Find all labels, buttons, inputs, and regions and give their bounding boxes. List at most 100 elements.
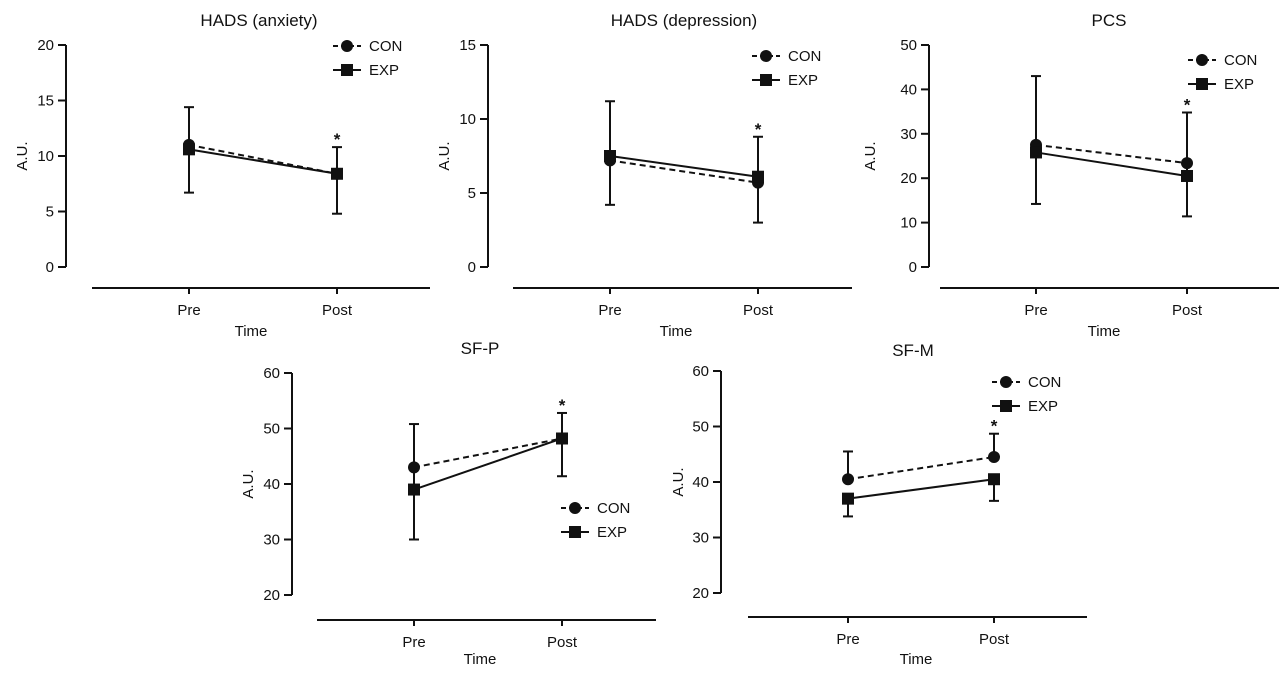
data-point-exp [988, 473, 1000, 486]
chart-title: SF-M [892, 341, 934, 360]
x-axis-label: Time [900, 651, 933, 668]
x-tick-label: Post [322, 302, 353, 319]
chart-panel: HADS (depression) 0 5 10 15 A.U. Pre Post Time * C… [436, 11, 852, 340]
chart-panel: SF-P 20 30 40 50 60 A.U. Pre Post Time * CON EXP [240, 339, 656, 668]
significance-asterisk: * [991, 417, 998, 436]
y-axis-label: A.U. [436, 141, 453, 170]
data-point-exp [556, 432, 568, 445]
y-tick-label: 30 [263, 532, 280, 549]
legend-marker-con [341, 40, 353, 52]
data-point-exp [1030, 146, 1042, 159]
data-point-exp [752, 170, 764, 183]
significance-asterisk: * [334, 130, 341, 149]
y-axis-label: A.U. [14, 141, 31, 170]
chart-panel: SF-M 20 30 40 50 60 A.U. Pre Post Time * CON EXP [670, 341, 1087, 668]
y-tick-label: 30 [692, 530, 709, 547]
y-tick-label: 20 [263, 587, 280, 604]
legend-label-exp: EXP [1028, 398, 1058, 415]
y-tick-label: 60 [692, 363, 709, 380]
legend-marker-con [569, 502, 581, 514]
data-point-exp [331, 167, 343, 180]
x-tick-label: Post [1172, 302, 1203, 319]
chart-title: HADS (depression) [611, 11, 757, 30]
y-tick-label: 50 [692, 419, 709, 436]
y-tick-label: 0 [909, 259, 917, 276]
y-axis-label: A.U. [670, 467, 687, 496]
legend-label-exp: EXP [788, 72, 818, 89]
chart-panel: HADS (anxiety) 0 5 10 15 20 A.U. Pre Post Time * CO… [14, 11, 430, 340]
y-tick-label: 60 [263, 365, 280, 382]
y-tick-label: 10 [900, 215, 917, 232]
legend-marker-exp [1000, 400, 1012, 412]
y-tick-label: 20 [692, 585, 709, 602]
series-line-exp [413, 437, 563, 491]
y-tick-label: 10 [459, 111, 476, 128]
significance-asterisk: * [559, 396, 566, 415]
x-tick-label: Post [547, 634, 578, 651]
x-axis-label: Time [660, 323, 693, 340]
chart-title: HADS (anxiety) [200, 11, 317, 30]
series-line-exp [188, 148, 338, 175]
legend-marker-exp [569, 526, 581, 538]
series-line-exp [1035, 151, 1188, 177]
x-axis-label: Time [1088, 323, 1121, 340]
legend-label-con: CON [1224, 52, 1257, 69]
y-tick-label: 50 [263, 421, 280, 438]
x-tick-label: Post [979, 631, 1010, 648]
y-tick-label: 20 [900, 170, 917, 187]
y-tick-label: 15 [37, 93, 54, 110]
y-tick-label: 40 [692, 474, 709, 491]
y-axis-label: A.U. [240, 469, 257, 498]
chart-title: PCS [1092, 11, 1127, 30]
significance-asterisk: * [755, 120, 762, 139]
y-tick-label: 15 [459, 37, 476, 54]
legend-marker-con [1196, 54, 1208, 66]
legend-label-con: CON [369, 38, 402, 55]
x-tick-label: Pre [177, 302, 200, 319]
y-tick-label: 10 [37, 148, 54, 165]
legend-label-exp: EXP [369, 62, 399, 79]
y-tick-label: 30 [900, 126, 917, 143]
series-line-con [847, 456, 995, 481]
x-tick-label: Post [743, 302, 774, 319]
y-tick-label: 0 [468, 259, 476, 276]
legend-label-exp: EXP [597, 524, 627, 541]
data-point-exp [1181, 169, 1193, 182]
significance-asterisk: * [1184, 95, 1191, 114]
x-tick-label: Pre [1024, 302, 1047, 319]
y-tick-label: 20 [37, 37, 54, 54]
x-tick-label: Pre [402, 634, 425, 651]
y-tick-label: 40 [263, 476, 280, 493]
legend-label-con: CON [788, 48, 821, 65]
data-point-con [988, 451, 1000, 464]
data-point-exp [408, 483, 420, 496]
legend-marker-exp [341, 64, 353, 76]
series-line-con [413, 437, 563, 469]
x-axis-label: Time [464, 651, 497, 668]
y-tick-label: 5 [468, 185, 476, 202]
series-line-exp [847, 478, 995, 500]
data-point-exp [842, 492, 854, 505]
y-tick-label: 5 [46, 204, 54, 221]
x-tick-label: Pre [836, 631, 859, 648]
series-line-con [1035, 143, 1188, 165]
series-line-con [609, 159, 759, 184]
y-tick-label: 50 [900, 37, 917, 54]
legend-label-exp: EXP [1224, 76, 1254, 93]
legend-marker-con [1000, 376, 1012, 388]
legend-marker-con [760, 50, 772, 62]
legend-label-con: CON [597, 500, 630, 517]
data-point-exp [183, 143, 195, 156]
legend-label-con: CON [1028, 374, 1061, 391]
legend-marker-exp [760, 74, 772, 86]
chart-title: SF-P [461, 339, 500, 358]
y-tick-label: 0 [46, 259, 54, 276]
chart-panel: PCS 0 10 20 30 40 50 A.U. Pre Post Time * CON EXP [862, 11, 1279, 340]
x-axis-label: Time [235, 323, 268, 340]
y-tick-label: 40 [900, 81, 917, 98]
x-tick-label: Pre [598, 302, 621, 319]
y-axis-label: A.U. [862, 141, 879, 170]
data-point-exp [604, 150, 616, 162]
